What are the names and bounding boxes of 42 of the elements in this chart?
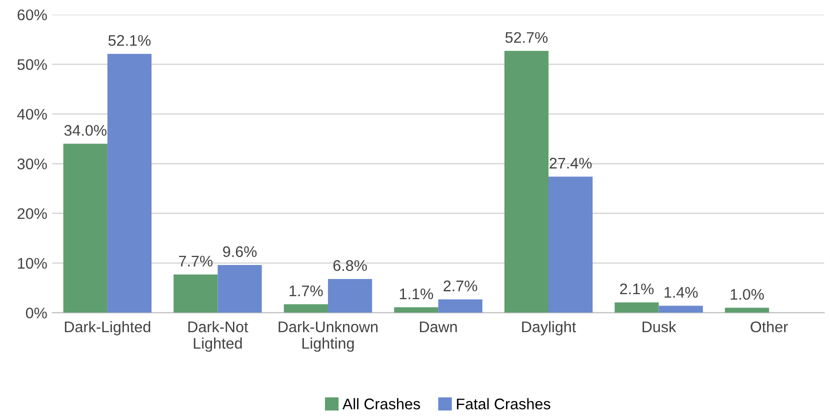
bar	[328, 278, 372, 313]
data-label: 1.7%	[290, 286, 323, 296]
bar	[107, 54, 152, 313]
data-label: 6.8%	[333, 260, 367, 271]
y-tick-label: 60%	[18, 9, 47, 20]
data-label: 9.6%	[223, 246, 257, 258]
y-tick-label: 10%	[18, 258, 47, 269]
data-label: 52.1%	[108, 35, 151, 46]
data-label: 27.4%	[550, 158, 592, 169]
x-tick-label: Dawn	[420, 322, 457, 332]
bar	[548, 176, 593, 313]
bar	[218, 265, 262, 313]
bar	[438, 299, 482, 313]
y-tick-label: 0%	[26, 308, 47, 318]
bar	[63, 144, 108, 313]
data-label: 52.7%	[505, 32, 548, 43]
data-label: 1.4%	[664, 287, 698, 298]
data-label: 2.1%	[620, 284, 654, 294]
bar	[614, 302, 659, 313]
data-label: 7.7%	[179, 256, 213, 266]
y-tick-label: 40%	[17, 108, 47, 120]
bar	[394, 307, 438, 313]
legend-label: All Crashes	[342, 398, 420, 410]
data-label: 2.7%	[444, 280, 478, 292]
y-tick-label: 20%	[18, 208, 47, 220]
y-tick-label: 30%	[17, 158, 47, 170]
bar	[658, 306, 703, 313]
bar	[504, 50, 549, 313]
legend-label: Fatal Crashes	[456, 398, 550, 410]
x-tick-label: Other	[750, 321, 788, 332]
bar	[284, 304, 328, 313]
x-tick-label: Dark-Lighted	[64, 321, 150, 336]
data-label: 34.0%	[64, 124, 106, 136]
x-tick-label: Dark-Not Lighted	[188, 321, 248, 352]
bar	[174, 274, 218, 313]
data-label: 1.1%	[400, 288, 434, 300]
data-label: 1.0%	[730, 288, 764, 300]
bar	[724, 308, 770, 313]
x-tick-label: Dark-Unknown Lighting	[278, 321, 378, 352]
x-tick-label: Daylight	[522, 321, 576, 336]
x-tick-label: Dusk	[642, 321, 676, 332]
y-tick-label: 50%	[17, 59, 47, 70]
